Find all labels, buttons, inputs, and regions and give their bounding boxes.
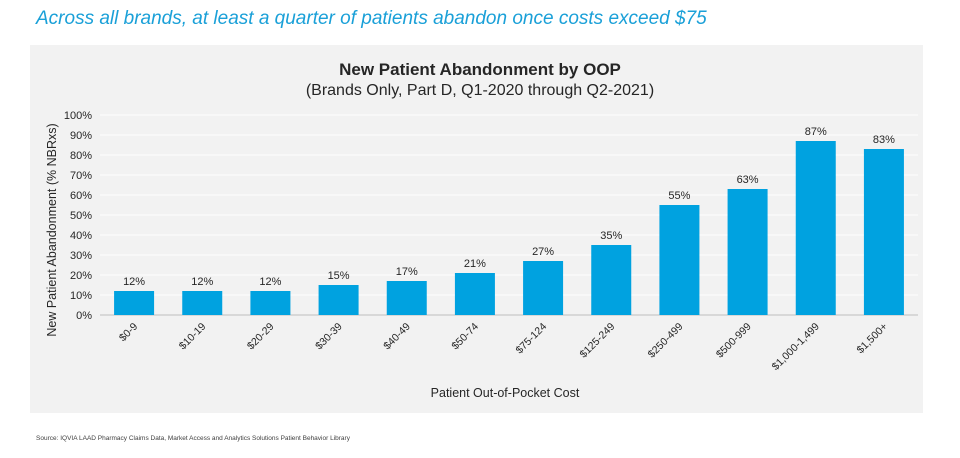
y-tick-label: 10% (70, 290, 92, 302)
y-tick-label: 40% (70, 230, 92, 242)
data-label: 21% (464, 258, 486, 270)
bar (454, 273, 495, 315)
bar (591, 245, 632, 315)
x-tick-label: $250-499 (646, 321, 686, 361)
bar (182, 291, 223, 315)
data-label: 17% (396, 266, 418, 278)
y-tick-label: 100% (64, 110, 92, 122)
chart-subtitle: (Brands Only, Part D, Q1-2020 through Q2… (305, 82, 655, 99)
y-tick-label: 30% (70, 250, 92, 262)
bar (114, 291, 155, 315)
x-tick-label: $500-999 (714, 321, 754, 361)
y-tick-label: 20% (70, 270, 92, 282)
x-tick-label: $125-249 (578, 321, 618, 361)
y-tick-label: 80% (70, 150, 92, 162)
bar (727, 189, 768, 315)
data-label: 63% (737, 174, 759, 186)
y-tick-label: 50% (70, 210, 92, 222)
data-label: 15% (328, 270, 350, 282)
y-tick-label: 60% (70, 190, 92, 202)
data-label: 12% (123, 276, 145, 288)
data-label: 12% (259, 276, 281, 288)
bar (523, 261, 564, 315)
bar (795, 141, 836, 315)
chart-title: New Patient Abandonment by OOP (339, 60, 621, 79)
x-tick-label: $1,500+ (855, 321, 891, 357)
x-axis-label: Patient Out-of-Pocket Cost (430, 386, 580, 400)
bar (250, 291, 291, 315)
x-tick-label: $20-29 (245, 321, 277, 353)
y-tick-label: 70% (70, 170, 92, 182)
x-tick-label: $75-124 (513, 321, 549, 357)
bar (659, 205, 700, 315)
x-tick-label: $40-49 (381, 321, 413, 353)
y-tick-label: 0% (76, 310, 92, 322)
data-label: 27% (532, 246, 554, 258)
x-tick-label: $50-74 (449, 321, 481, 353)
data-label: 55% (668, 190, 690, 202)
bar (863, 149, 904, 315)
data-label: 12% (191, 276, 213, 288)
data-label: 83% (873, 134, 895, 146)
data-label: 87% (805, 126, 827, 138)
x-tick-label: $1,000-1,499 (770, 321, 822, 373)
x-tick-label: $10-19 (177, 321, 209, 353)
source-note: Source: IQVIA LAAD Pharmacy Claims Data,… (36, 435, 350, 442)
bar (386, 281, 427, 315)
x-tick-label: $30-39 (313, 321, 345, 353)
chart-panel (30, 45, 923, 413)
data-label: 35% (600, 230, 622, 242)
y-tick-label: 90% (70, 130, 92, 142)
bar (318, 285, 359, 315)
headline: Across all brands, at least a quarter of… (36, 8, 707, 29)
x-tick-label: $0-9 (117, 321, 140, 344)
